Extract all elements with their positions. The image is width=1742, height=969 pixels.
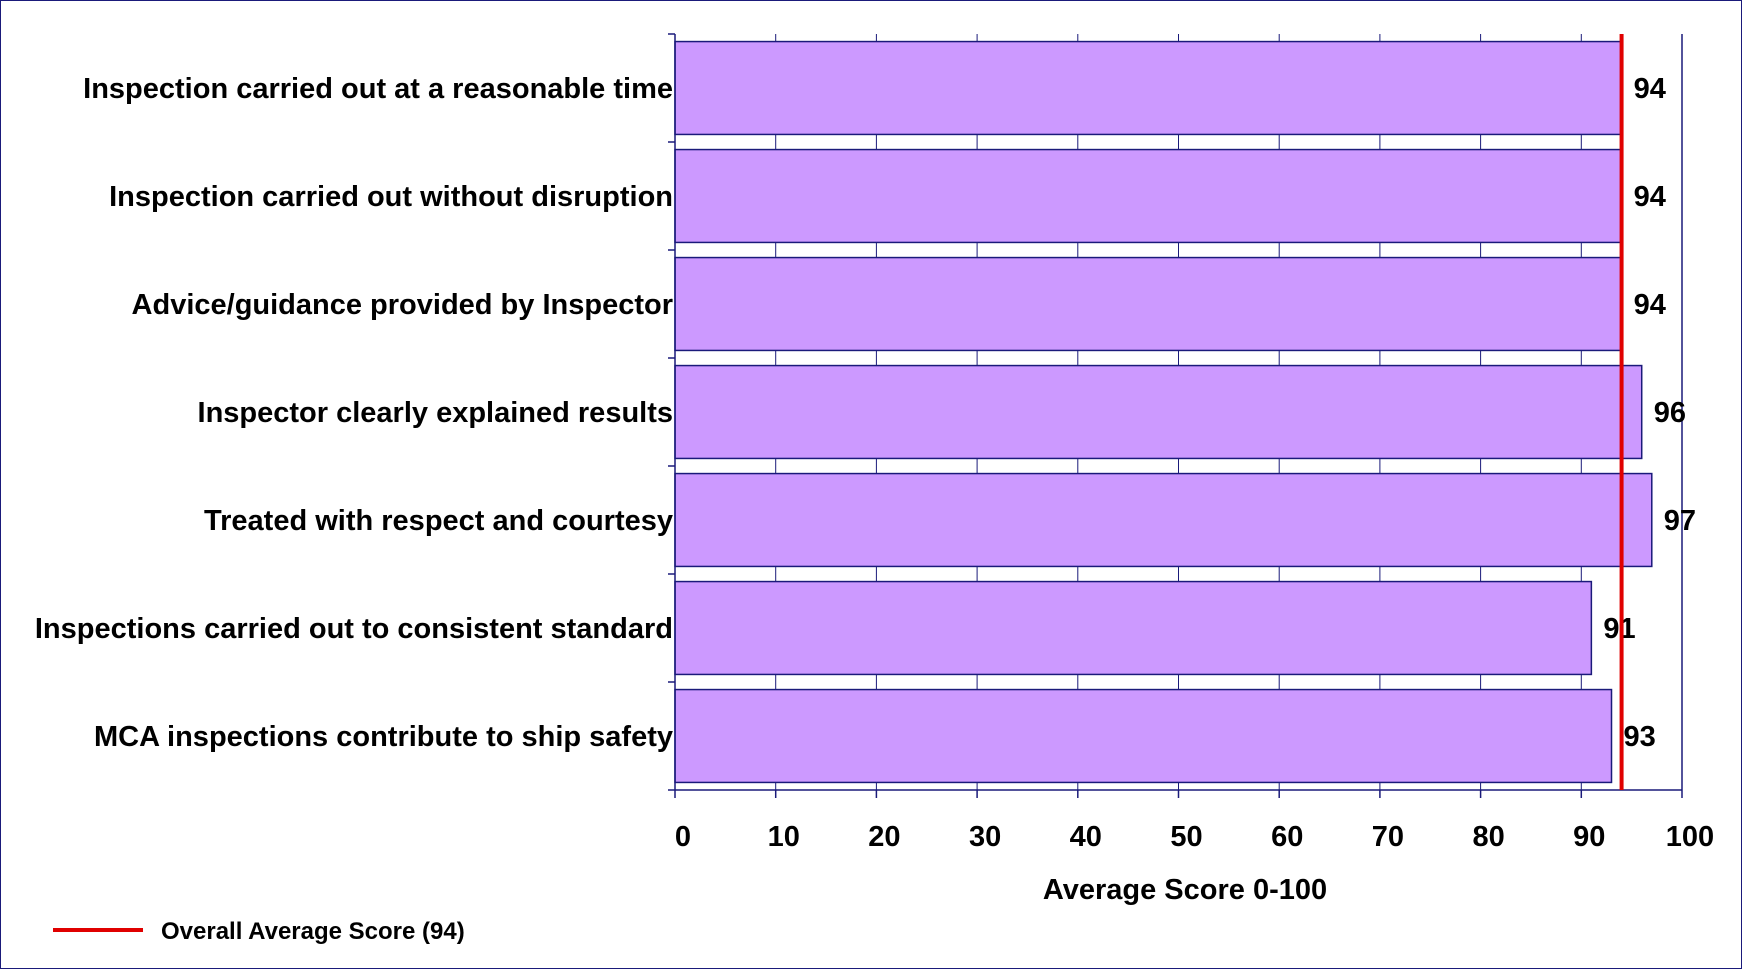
bar [674,688,1613,784]
value-label: 97 [1664,505,1696,537]
x-axis-title: Average Score 0-100 [1043,874,1327,906]
value-label: 94 [1634,289,1666,321]
axes-group: 0 10 20 30 40 50 60 70 80 90 100 [668,33,1714,853]
x-tick-label: 60 [1271,821,1303,853]
bar [674,40,1623,136]
bars-group [674,40,1653,784]
bar [674,148,1623,244]
category-label: Treated with respect and courtesy [204,505,673,537]
category-label: MCA inspections contribute to ship safet… [94,721,673,753]
value-label: 94 [1634,73,1666,105]
category-label: Inspection carried out at a reasonable t… [83,73,673,105]
x-tick-label: 80 [1472,821,1504,853]
bar [674,580,1593,676]
legend: Overall Average Score (94) [53,918,465,945]
x-tick-label: 30 [969,821,1001,853]
value-label: 93 [1624,721,1656,753]
x-tick-label: 10 [768,821,800,853]
value-label: 94 [1634,181,1666,213]
x-tick-label: 20 [868,821,900,853]
category-label: Inspections carried out to consistent st… [35,613,673,645]
legend-label: Overall Average Score (94) [161,918,465,945]
x-tick-label: 50 [1170,821,1202,853]
category-label: Inspector clearly explained results [198,397,673,429]
category-label: Inspection carried out without disruptio… [109,181,673,213]
x-tick-label: 100 [1666,821,1714,853]
bar [674,256,1623,352]
x-tick-label: 40 [1070,821,1102,853]
labels-group: Inspection carried out at a reasonable t… [35,73,1696,753]
value-label: 96 [1654,397,1686,429]
x-tick-label: 70 [1372,821,1404,853]
value-label: 91 [1603,613,1635,645]
x-tick-label: 0 [675,821,691,853]
category-label: Advice/guidance provided by Inspector [132,289,673,321]
bar [674,472,1653,568]
bar [674,364,1643,460]
x-tick-label: 90 [1573,821,1605,853]
